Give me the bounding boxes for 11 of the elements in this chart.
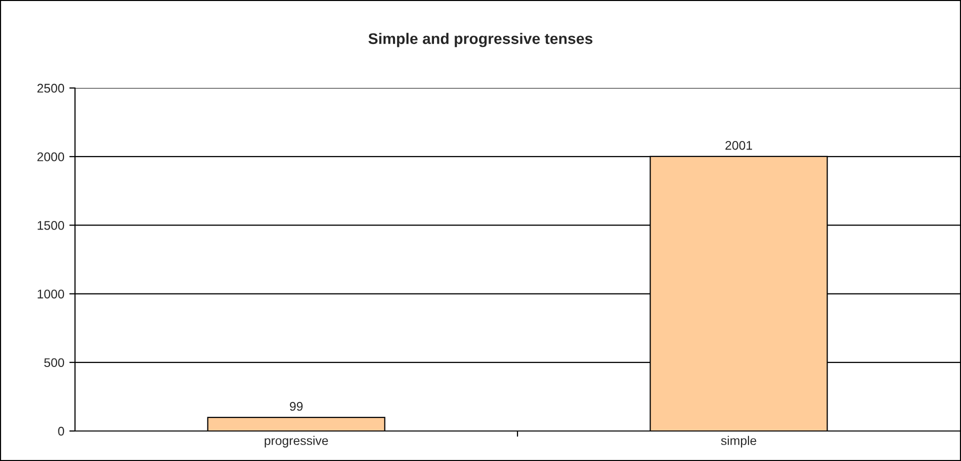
y-tick-label: 1000 <box>38 290 64 298</box>
y-tick-label: 0 <box>58 426 64 436</box>
data-label: 2001 <box>725 140 752 150</box>
y-tick-label: 2500 <box>37 84 64 93</box>
x-tick-label: progressive <box>264 436 328 448</box>
x-tick-label: simple <box>721 436 756 448</box>
data-label: 99 <box>290 402 303 411</box>
y-tick-label: 500 <box>44 358 64 368</box>
chart-title: Simple and progressive tenses <box>368 32 592 48</box>
y-tick-label: 2000 <box>37 152 64 162</box>
y-tick-label: 1500 <box>38 221 64 230</box>
